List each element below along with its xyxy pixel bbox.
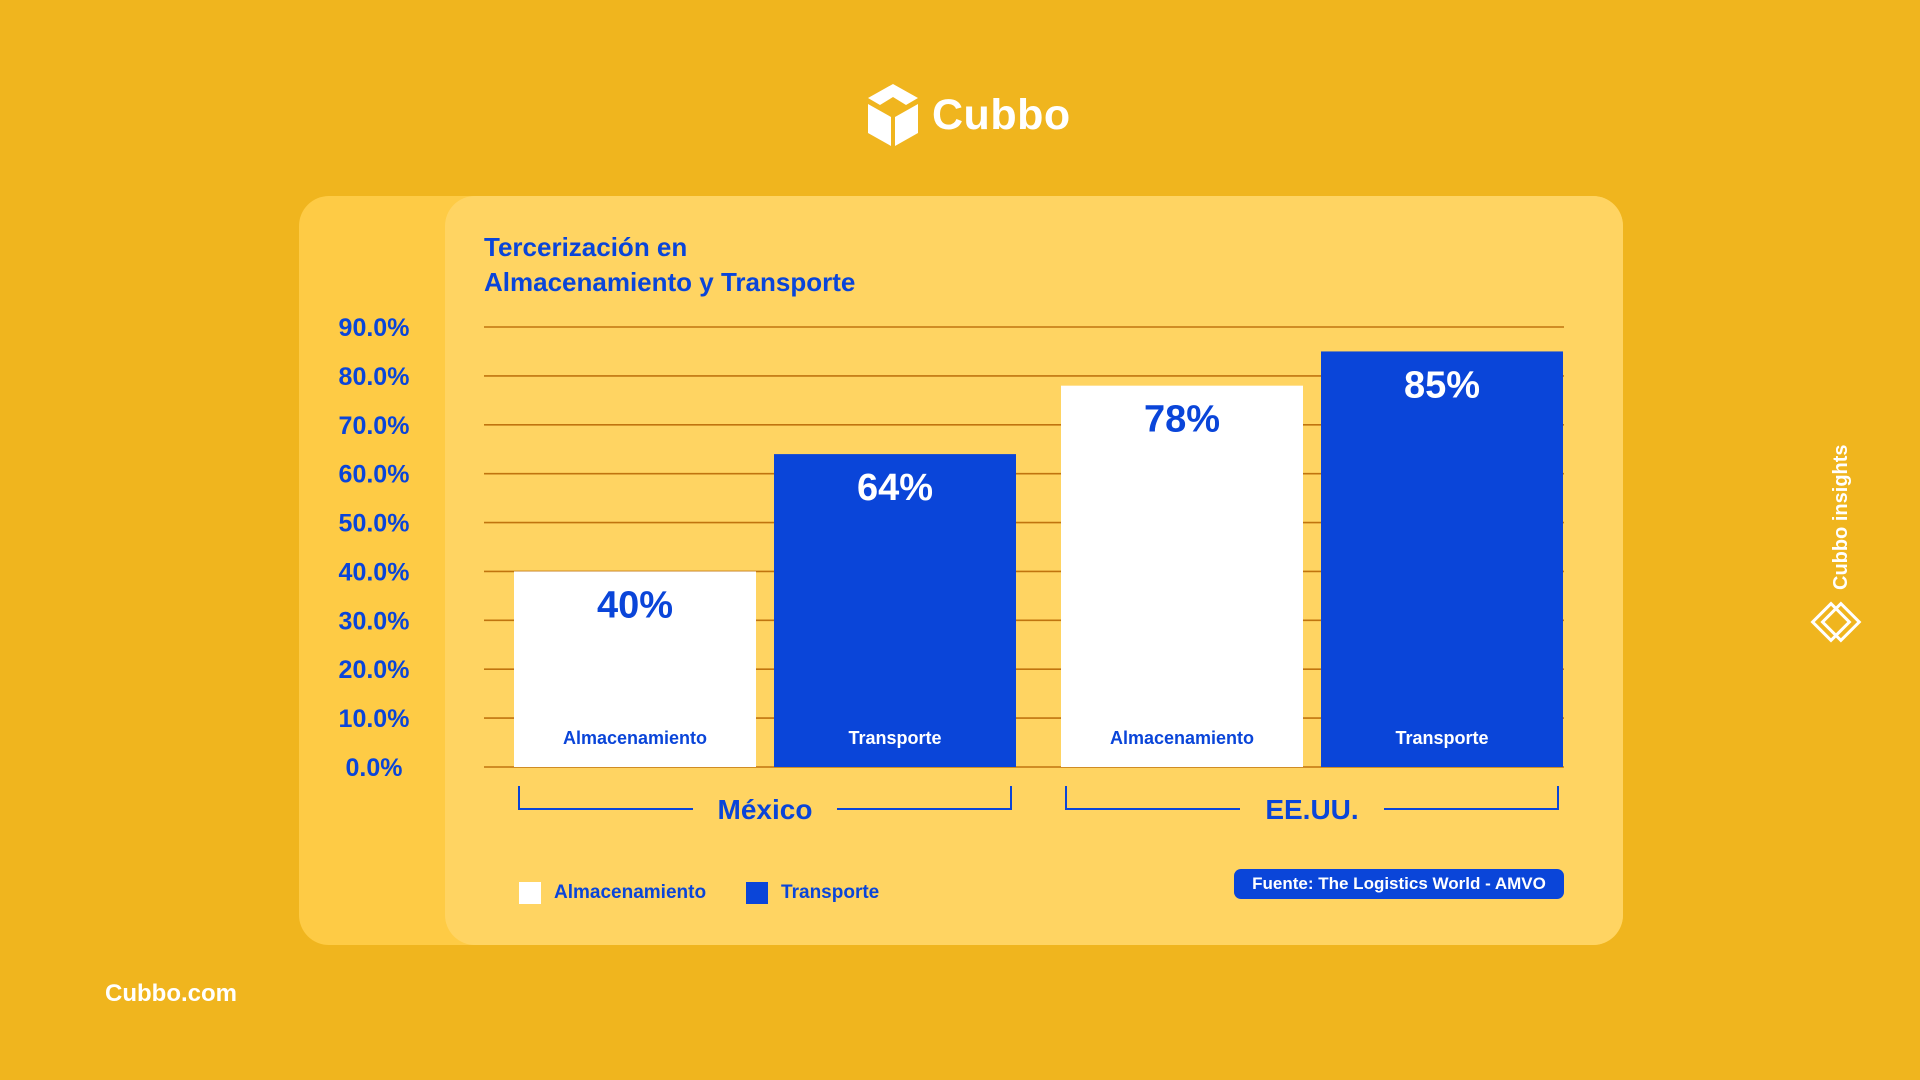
chart-title: Tercerización en Almacenamiento y Transp… xyxy=(484,230,1084,300)
bar-value-label: 85% xyxy=(1404,364,1480,406)
y-tick-label: 90.0% xyxy=(339,314,410,342)
bar-value-label: 64% xyxy=(857,467,933,509)
site-url: Cubbo.com xyxy=(105,980,237,1007)
bar-category-label: Almacenamiento xyxy=(563,728,707,748)
bar xyxy=(1321,351,1563,767)
legend-swatch-blue xyxy=(746,882,769,904)
y-tick-label: 50.0% xyxy=(339,510,410,538)
bar xyxy=(514,571,756,767)
y-tick-label: 20.0% xyxy=(339,656,410,684)
y-tick-label: 40.0% xyxy=(339,558,410,586)
legend-label: Almacenamiento xyxy=(554,882,707,903)
bar-category-label: Transporte xyxy=(848,728,941,748)
diamond-logo-icon xyxy=(1810,601,1862,643)
group-label: México xyxy=(718,794,813,825)
chart-title-line-1: Tercerización en xyxy=(484,232,688,262)
y-tick-label: 10.0% xyxy=(339,705,410,733)
y-tick-label: 70.0% xyxy=(339,412,410,440)
legend-item-transporte: Transporte xyxy=(746,882,879,904)
legend-swatch-white xyxy=(519,882,541,904)
source-badge: Fuente: The Logistics World - AMVO xyxy=(1234,869,1564,899)
group-label: EE.UU. xyxy=(1265,794,1358,825)
cubbo-logo: Cubbo xyxy=(866,82,1071,148)
y-tick-label: 80.0% xyxy=(339,363,410,391)
bar-category-label: Almacenamiento xyxy=(1110,728,1254,748)
brand-name: Cubbo xyxy=(932,90,1071,139)
bar xyxy=(1061,385,1303,767)
legend-item-almacenamiento: Almacenamiento xyxy=(519,882,706,904)
side-badge-text: Cubbo insights xyxy=(1830,444,1852,590)
bar xyxy=(774,454,1016,767)
cube-logo-icon xyxy=(868,84,918,146)
group-bracket-left xyxy=(1065,786,1240,810)
chart-legend: Almacenamiento Transporte xyxy=(519,882,919,904)
group-bracket-right xyxy=(837,786,1012,810)
chart-title-line-2: Almacenamiento y Transporte xyxy=(484,267,856,297)
legend-label: Transporte xyxy=(781,882,880,903)
group-bracket-left xyxy=(518,786,693,810)
group-bracket-right xyxy=(1384,786,1559,810)
bar-value-label: 78% xyxy=(1144,399,1220,441)
bar-value-label: 40% xyxy=(597,584,673,626)
y-tick-label: 30.0% xyxy=(339,607,410,635)
y-tick-label: 60.0% xyxy=(339,461,410,489)
bar-category-label: Transporte xyxy=(1395,728,1488,748)
y-tick-label: 0.0% xyxy=(346,754,403,782)
